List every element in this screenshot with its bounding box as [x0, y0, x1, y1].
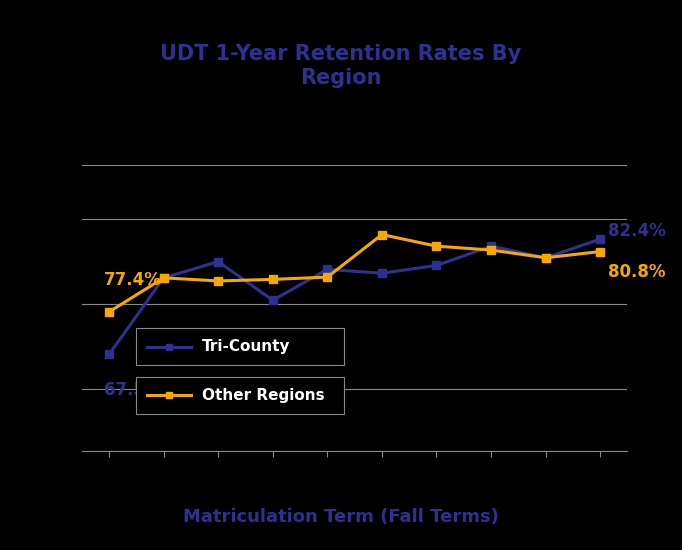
Text: 80.8%: 80.8% [608, 263, 666, 281]
FancyBboxPatch shape [136, 328, 344, 365]
Text: 67.5%: 67.5% [104, 382, 161, 399]
Text: Matriculation Term (Fall Terms): Matriculation Term (Fall Terms) [183, 508, 499, 526]
Text: UDT 1-Year Retention Rates By
Region: UDT 1-Year Retention Rates By Region [160, 45, 522, 87]
Text: 77.4%: 77.4% [104, 271, 162, 289]
FancyBboxPatch shape [136, 377, 344, 414]
Text: Other Regions: Other Regions [202, 388, 325, 403]
Text: Tri-County: Tri-County [202, 339, 291, 354]
Text: 82.4%: 82.4% [608, 223, 666, 240]
